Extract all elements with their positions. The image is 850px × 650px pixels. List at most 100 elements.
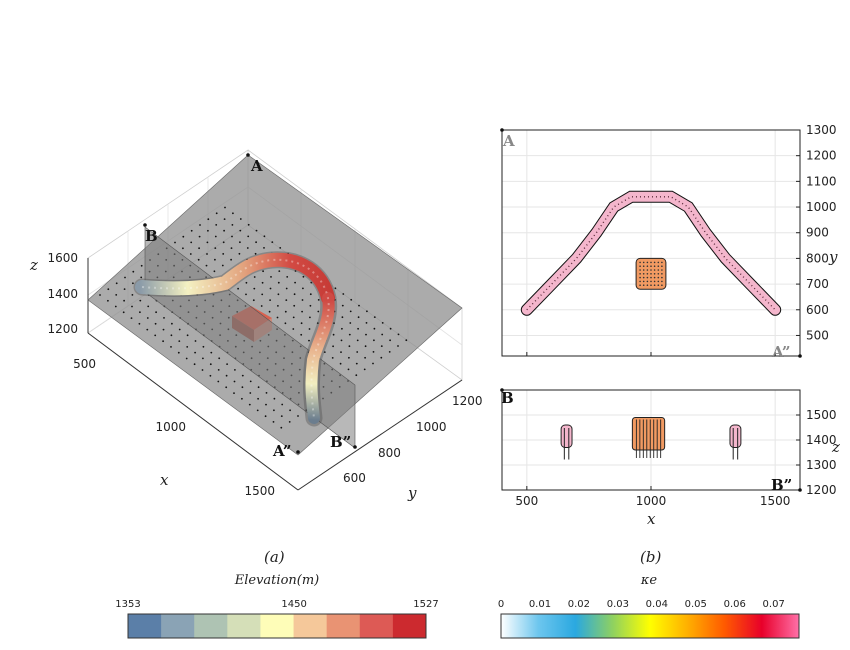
receiver-dot (270, 276, 272, 278)
colorbar-elevation-tick: 1527 (413, 599, 438, 610)
receiver-dot (230, 258, 233, 261)
receiver-dot (268, 310, 271, 313)
y-axis-label-3d: y (407, 484, 417, 502)
receiver-dot (363, 368, 366, 371)
y-tick-label: 700 (806, 277, 829, 291)
receiver-dot (225, 386, 228, 389)
y-tick-label: 900 (806, 226, 829, 240)
receiver-dot (308, 328, 311, 330)
receiver-dot (218, 357, 221, 360)
z-tick-label: 1600 (47, 251, 78, 265)
block-plan-dot (657, 265, 660, 268)
receiver-dot (209, 363, 212, 366)
receiver-dot (131, 294, 134, 296)
receiver-dot (130, 317, 133, 319)
receiver-dot (221, 264, 224, 267)
receiver-dot (332, 333, 335, 336)
receiver-dot (107, 299, 109, 302)
receiver-dot (124, 276, 126, 279)
panel-b-top-plot: 500 600 700 800 900 1000 1100 1200 1300 y A A” (500, 123, 838, 361)
top-y-ticks: 500 600 700 800 900 1000 1100 1200 1300 (526, 123, 837, 356)
receiver-dot (198, 247, 201, 250)
z-axis-label-3d: z (29, 256, 38, 274)
receiver-dot (310, 281, 313, 284)
block-plan-dot (657, 269, 660, 271)
axes-3d (87, 258, 463, 491)
receiver-dot (342, 293, 345, 295)
block-plan-dot (650, 273, 652, 275)
colorbar-elevation-title: Elevation(m) (234, 573, 320, 588)
top-grid (502, 129, 800, 356)
receiver-dot (122, 311, 125, 314)
block-plan-dot (646, 261, 649, 264)
y-tick-label: 1000 (806, 200, 837, 214)
label-b2-3d: B” (330, 433, 351, 451)
y-tick-label: 800 (378, 446, 401, 460)
receiver-dot (292, 328, 295, 330)
colorbar-elevation-band (392, 614, 427, 638)
receiver-dot (289, 409, 291, 412)
receiver-dot (132, 282, 134, 285)
receiver-dot (256, 409, 259, 412)
colorbar-kappa-tick: 0.01 (529, 599, 551, 610)
receiver-dot (215, 224, 218, 226)
receiver-dot (185, 357, 188, 360)
label-b-section: B (501, 389, 514, 407)
receiver-dot (253, 276, 256, 278)
x-tick-label: 1500 (760, 494, 791, 508)
receiver-dot (350, 298, 353, 301)
receiver-dot (198, 235, 201, 238)
block-plan-dot (650, 261, 652, 264)
receiver-dot (139, 311, 141, 314)
x-axis-label-3d: x (160, 471, 169, 489)
receiver-dot (162, 340, 165, 343)
x-tick-label: 1000 (636, 494, 667, 508)
block-plan-dot (642, 284, 645, 287)
receiver-dot (372, 362, 374, 365)
panel-b-caption: (b) (640, 548, 661, 566)
y-tick-label: 600 (806, 303, 829, 317)
receiver-dot (146, 317, 149, 319)
receiver-dot (300, 322, 303, 325)
colorbar-kappa: κe 0 0.01 0.02 0.03 0.04 0.05 0.06 0.07 (498, 573, 800, 639)
receiver-dot (178, 340, 181, 342)
receiver-dot (279, 247, 282, 249)
receiver-dot (237, 287, 240, 290)
receiver-dot (171, 322, 173, 325)
receiver-dot (269, 287, 272, 290)
x-tick-label: 500 (515, 494, 538, 508)
receiver-dot (99, 294, 101, 296)
receiver-dot (226, 363, 229, 365)
receiver-dot (186, 334, 189, 337)
receiver-dot (285, 299, 288, 301)
receiver-dot (193, 363, 196, 366)
block-plan-dot (661, 280, 663, 283)
receiver-dot (140, 264, 143, 267)
receiver-dot (309, 304, 312, 307)
y-tick-label: 1400 (806, 433, 837, 447)
receiver-dot (249, 392, 252, 394)
y-axis-line (297, 379, 463, 491)
block-plan-dot (646, 276, 649, 279)
block-plan-dot (646, 284, 649, 287)
receiver-dot (286, 276, 289, 278)
colorbar-elevation-band (326, 614, 361, 638)
receiver-dot (292, 316, 295, 319)
block-plan-dot (661, 273, 663, 275)
receiver-dot (278, 270, 281, 272)
block-plan-dot (646, 265, 649, 268)
receiver-dot (316, 322, 319, 324)
receiver-dot (222, 241, 225, 244)
receiver-dot (114, 305, 117, 308)
receiver-dot (331, 357, 334, 359)
section-plane-a (87, 154, 463, 456)
receiver-dot (205, 264, 208, 267)
receiver-dot (285, 287, 288, 290)
label-a-plan: A (502, 132, 515, 150)
x-tick-label: 1000 (155, 420, 186, 434)
receiver-dot (273, 409, 275, 412)
receiver-dot (140, 276, 143, 279)
receiver-dot (190, 229, 193, 232)
receiver-dot (358, 304, 360, 307)
receiver-dot (284, 310, 287, 313)
